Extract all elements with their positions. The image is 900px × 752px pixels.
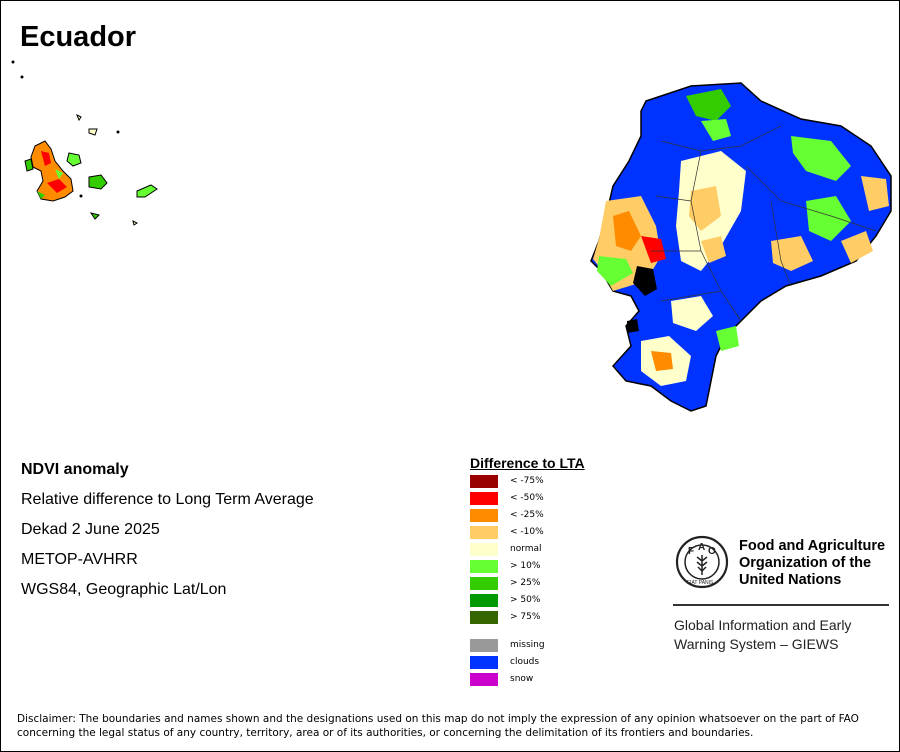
legend-swatch (470, 593, 498, 607)
fao-organization-name: Food and Agriculture Organization of the… (739, 538, 886, 588)
legend-item: > 50% (470, 593, 540, 607)
sensor-name: METOP-AVHRR (21, 551, 138, 568)
legend-swatch (470, 542, 498, 556)
legend-item: < -25% (470, 508, 544, 522)
svg-text:O: O (708, 546, 716, 557)
legend-swatch (470, 610, 498, 624)
santa-cruz-island (88, 174, 108, 190)
legend-item: < -10% (470, 525, 544, 539)
legend-label: < -75% (510, 476, 544, 486)
san-cristobal-island (136, 184, 158, 198)
legend-item: < -75% (470, 474, 544, 488)
disclaimer-text: Disclaimer: The boundaries and names sho… (17, 713, 859, 739)
time-period: Dekad 2 June 2025 (21, 521, 160, 538)
legend-label: clouds (510, 657, 540, 667)
legend-label: > 50% (510, 595, 541, 605)
legend-item: > 75% (470, 610, 540, 624)
legend-label: < -50% (510, 493, 544, 503)
fao-logo-icon: F A O FIAT PANIS (675, 535, 729, 589)
legend-item: > 25% (470, 576, 540, 590)
legend-label: > 25% (510, 578, 541, 588)
legend-swatch (470, 576, 498, 590)
legend-label: normal (510, 544, 542, 554)
legend-swatch (470, 474, 498, 488)
legend-swatch (470, 508, 498, 522)
legend-swatch (470, 491, 498, 505)
mainland-ecuador (590, 82, 892, 412)
fao-divider (673, 604, 889, 606)
santiago-island (66, 152, 82, 167)
legend-label: snow (510, 674, 534, 684)
giews-name: Global Information and Early Warning Sys… (674, 617, 852, 652)
isabela-island (30, 140, 74, 202)
svg-text:F: F (688, 546, 694, 557)
legend-item: snow (470, 672, 533, 686)
fernandina-island (24, 158, 34, 172)
legend-swatch (470, 525, 498, 539)
legend-swatch (470, 559, 498, 573)
svg-text:FIAT PANIS: FIAT PANIS (687, 580, 714, 586)
projection-info: WGS84, Geographic Lat/Lon (21, 581, 227, 598)
legend-label: missing (510, 640, 545, 650)
province-boundaries (651, 125, 877, 322)
map-title: Ecuador (20, 21, 137, 53)
legend-label: > 75% (510, 612, 541, 622)
product-description: Relative difference to Long Term Average (21, 491, 314, 508)
legend-item: > 10% (470, 559, 540, 573)
galapagos-islands (11, 60, 158, 226)
legend-swatch (470, 655, 498, 669)
legend-label: > 10% (510, 561, 541, 571)
svg-text:A: A (698, 542, 705, 553)
legend-item: normal (470, 542, 542, 556)
legend-item: < -50% (470, 491, 544, 505)
product-name: NDVI anomaly (21, 461, 129, 478)
legend-item: clouds (470, 655, 539, 669)
legend-swatch (470, 638, 498, 652)
legend-swatch (470, 672, 498, 686)
legend-title: Difference to LTA (470, 455, 585, 471)
legend-item: missing (470, 638, 545, 652)
legend-label: < -10% (510, 527, 544, 537)
legend-label: < -25% (510, 510, 544, 520)
